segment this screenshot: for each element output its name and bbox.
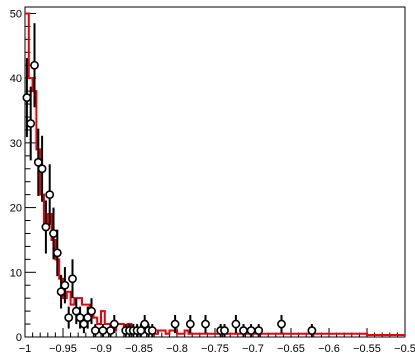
- data-point: [109, 315, 119, 334]
- y-tick-label: 20: [10, 203, 22, 215]
- data-point: [45, 164, 55, 226]
- data-point: [201, 315, 210, 334]
- data-point: [68, 259, 77, 299]
- data-marker: [41, 222, 51, 232]
- data-marker: [98, 326, 108, 335]
- data-point: [64, 306, 74, 329]
- data-point: [170, 315, 180, 334]
- y-tick-label: 0: [16, 332, 22, 344]
- data-marker: [49, 229, 58, 238]
- data-marker: [239, 326, 248, 335]
- axis-ticks: [24, 12, 406, 338]
- data-marker: [30, 60, 39, 70]
- data-point: [239, 324, 248, 337]
- x-tick-label: −0.9: [90, 343, 112, 355]
- model-histogram-curve: [25, 12, 405, 337]
- data-marker: [220, 326, 229, 335]
- data-marker: [68, 274, 77, 284]
- data-points: [22, 23, 317, 337]
- data-point: [37, 135, 47, 202]
- data-marker: [170, 319, 180, 329]
- data-point: [87, 298, 96, 325]
- data-point: [60, 267, 70, 304]
- data-point: [52, 229, 62, 277]
- data-marker: [246, 326, 256, 335]
- x-tick-label: −0.7: [242, 343, 264, 355]
- plot-frame: [24, 6, 406, 338]
- data-marker: [147, 326, 157, 335]
- data-marker: [185, 319, 195, 329]
- data-point: [277, 315, 286, 334]
- x-tick-label: −0.8: [166, 343, 188, 355]
- x-tick-label: −0.95: [49, 343, 77, 355]
- y-tick-label: 50: [10, 8, 22, 20]
- data-marker: [90, 326, 100, 335]
- x-tick-label: −0.6: [318, 343, 340, 355]
- data-marker: [52, 248, 62, 258]
- data-marker: [26, 119, 36, 128]
- data-marker: [60, 280, 70, 290]
- x-tick-label: −0.5: [394, 343, 415, 355]
- data-marker: [64, 313, 74, 322]
- data-marker: [201, 319, 210, 329]
- data-point: [26, 86, 36, 161]
- data-marker: [22, 93, 32, 102]
- data-marker: [254, 326, 264, 335]
- data-marker: [37, 164, 47, 174]
- y-tick-label: 10: [10, 267, 22, 279]
- data-point: [185, 315, 195, 334]
- y-tick-label: 40: [10, 73, 22, 85]
- x-tick-label: −0.85: [125, 343, 153, 355]
- data-marker: [45, 190, 55, 200]
- data-point: [254, 324, 264, 337]
- data-point: [147, 324, 157, 337]
- data-point: [246, 324, 256, 337]
- data-marker: [231, 319, 241, 329]
- data-point: [90, 324, 100, 337]
- data-point: [30, 23, 39, 108]
- data-point: [41, 200, 51, 254]
- data-marker: [109, 319, 119, 329]
- data-point: [220, 324, 229, 337]
- data-point: [307, 324, 317, 337]
- x-tick-label: −0.55: [353, 343, 381, 355]
- data-point: [231, 315, 241, 334]
- data-marker: [307, 326, 317, 335]
- x-tick-label: −0.75: [201, 343, 229, 355]
- y-tick-label: 30: [10, 138, 22, 150]
- data-marker: [277, 319, 286, 329]
- data-point: [98, 324, 108, 337]
- data-marker: [87, 306, 96, 316]
- x-tick-label: −1: [19, 343, 32, 355]
- tick-labels: −1 −0.95 −0.9 −0.85 −0.8 −0.75 −0.7 −0.65 −0.6 −0…: [10, 8, 415, 355]
- x-tick-label: −0.65: [277, 343, 305, 355]
